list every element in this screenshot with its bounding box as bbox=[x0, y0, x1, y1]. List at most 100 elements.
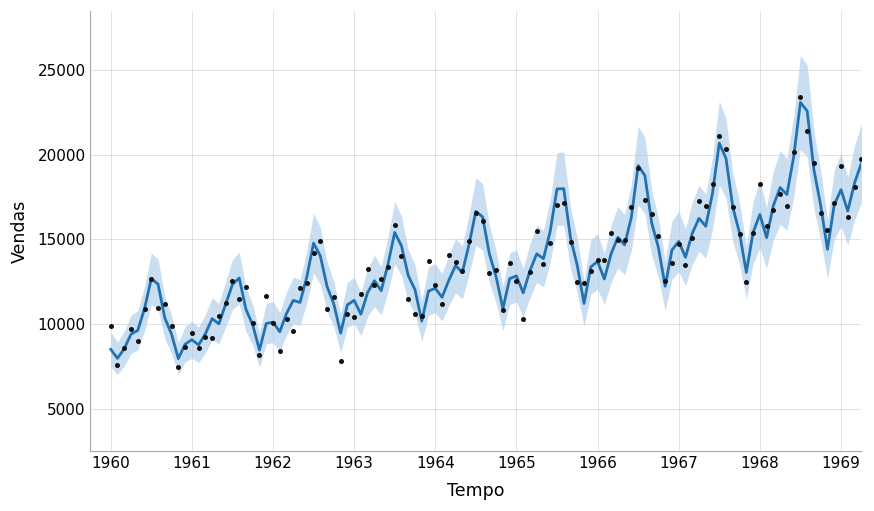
Point bbox=[821, 226, 835, 234]
Point bbox=[374, 275, 388, 284]
Point bbox=[104, 322, 118, 331]
Point bbox=[672, 240, 686, 248]
Point bbox=[300, 278, 314, 287]
Point bbox=[347, 313, 361, 321]
Point bbox=[388, 221, 402, 229]
Point bbox=[137, 305, 151, 313]
Point bbox=[401, 294, 415, 303]
Point bbox=[597, 256, 611, 264]
Point bbox=[455, 267, 469, 275]
Point bbox=[354, 290, 368, 298]
Point bbox=[503, 259, 517, 267]
Point bbox=[773, 190, 787, 198]
Point bbox=[746, 229, 760, 237]
Point bbox=[665, 259, 679, 267]
Point bbox=[191, 344, 205, 353]
X-axis label: Tempo: Tempo bbox=[447, 482, 504, 500]
Point bbox=[124, 324, 138, 333]
Point bbox=[435, 300, 449, 309]
Point bbox=[739, 277, 753, 286]
Point bbox=[327, 293, 341, 301]
Point bbox=[557, 199, 571, 207]
Point bbox=[787, 148, 801, 156]
Point bbox=[314, 237, 328, 245]
Point bbox=[489, 266, 503, 274]
Point bbox=[218, 298, 232, 307]
Point bbox=[334, 357, 348, 365]
Point bbox=[340, 310, 354, 318]
Point bbox=[361, 265, 375, 273]
Point bbox=[151, 304, 165, 312]
Point bbox=[475, 217, 489, 225]
Point bbox=[253, 351, 267, 359]
Point bbox=[868, 117, 874, 125]
Point bbox=[571, 277, 585, 286]
Point bbox=[280, 315, 294, 323]
Point bbox=[462, 237, 476, 245]
Point bbox=[482, 269, 496, 277]
Point bbox=[618, 236, 632, 244]
Point bbox=[591, 256, 605, 264]
Point bbox=[448, 258, 462, 266]
Point bbox=[638, 196, 652, 204]
Point bbox=[678, 261, 692, 269]
Point bbox=[564, 238, 578, 246]
Point bbox=[442, 250, 456, 259]
Point bbox=[584, 267, 598, 275]
Point bbox=[658, 276, 672, 285]
Point bbox=[178, 342, 192, 351]
Point bbox=[415, 312, 429, 320]
Point bbox=[760, 222, 773, 230]
Point bbox=[794, 93, 808, 101]
Point bbox=[698, 201, 712, 210]
Point bbox=[801, 126, 815, 134]
Point bbox=[394, 252, 408, 260]
Point bbox=[611, 236, 625, 244]
Point bbox=[530, 227, 544, 235]
Point bbox=[510, 277, 524, 285]
Point bbox=[854, 155, 868, 164]
Point bbox=[651, 231, 665, 240]
Point bbox=[517, 314, 531, 322]
Point bbox=[848, 183, 862, 191]
Point bbox=[577, 279, 591, 287]
Point bbox=[131, 337, 145, 345]
Point bbox=[834, 162, 848, 171]
Point bbox=[780, 202, 794, 211]
Point bbox=[273, 347, 287, 356]
Point bbox=[692, 197, 706, 205]
Point bbox=[550, 201, 564, 209]
Point bbox=[260, 292, 274, 300]
Point bbox=[287, 327, 301, 335]
Point bbox=[266, 319, 280, 327]
Point bbox=[164, 322, 178, 330]
Point bbox=[725, 203, 739, 212]
Point bbox=[239, 283, 253, 291]
Point bbox=[144, 274, 158, 283]
Point bbox=[468, 209, 482, 217]
Point bbox=[212, 312, 225, 320]
Point bbox=[841, 213, 855, 221]
Point bbox=[205, 334, 219, 342]
Point bbox=[814, 209, 828, 217]
Point bbox=[645, 210, 659, 218]
Point bbox=[171, 363, 185, 371]
Point bbox=[537, 260, 551, 268]
Point bbox=[246, 319, 260, 327]
Point bbox=[381, 263, 395, 271]
Point bbox=[732, 230, 746, 238]
Point bbox=[225, 277, 239, 285]
Point bbox=[685, 234, 699, 242]
Point bbox=[861, 149, 874, 157]
Point bbox=[198, 333, 212, 341]
Point bbox=[320, 305, 334, 313]
Point bbox=[523, 268, 537, 276]
Point bbox=[408, 310, 422, 318]
Point bbox=[158, 300, 172, 308]
Point bbox=[185, 329, 199, 337]
Point bbox=[712, 132, 726, 140]
Point bbox=[624, 203, 638, 212]
Point bbox=[110, 361, 124, 369]
Point bbox=[307, 249, 321, 257]
Point bbox=[766, 206, 780, 214]
